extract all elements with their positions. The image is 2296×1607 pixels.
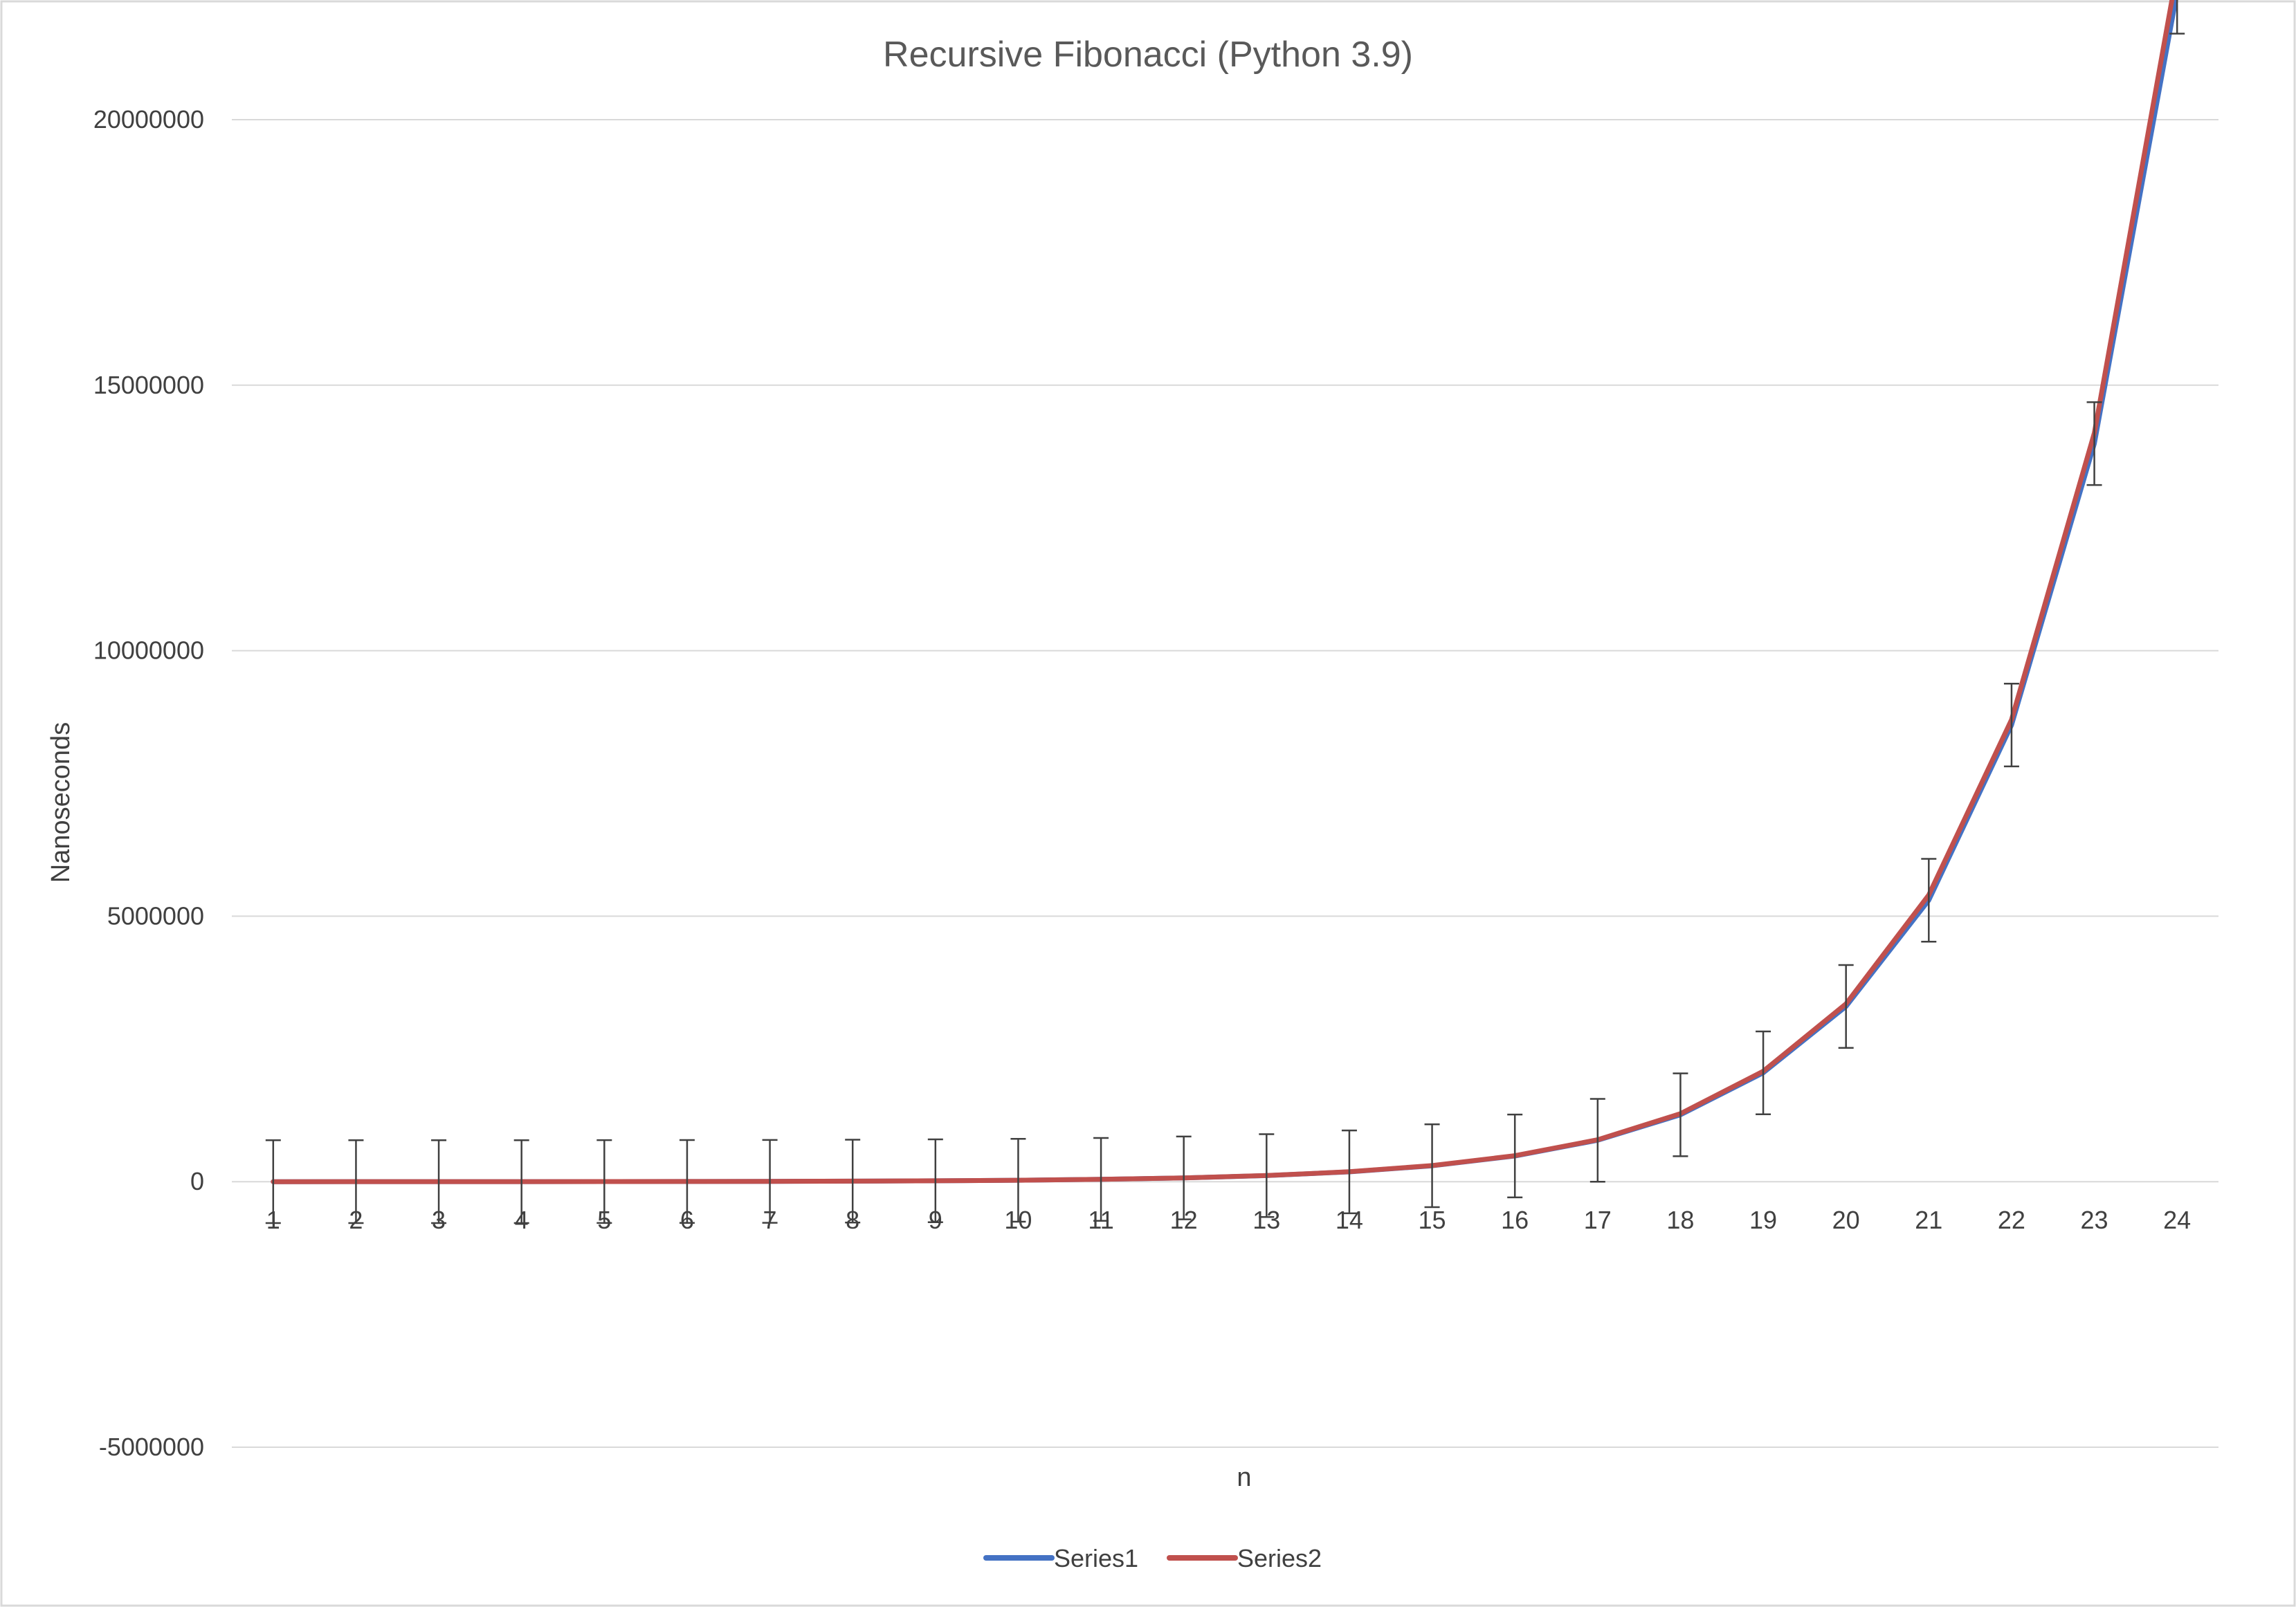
error-bar (1176, 1135, 1192, 1220)
error-bar (845, 1139, 861, 1224)
error-bar (513, 1139, 529, 1224)
error-bar (1756, 1030, 1771, 1115)
x-tick-label: 19 (1749, 1206, 1777, 1234)
y-tick-label: 0 (190, 1167, 204, 1195)
error-bar (927, 1138, 943, 1224)
error-bar (1259, 1133, 1275, 1218)
error-bar (1424, 1123, 1440, 1209)
series-lines (271, 0, 2178, 1184)
error-bar (2169, 0, 2185, 35)
y-axis-label: Nanoseconds (46, 722, 75, 883)
x-tick-label: 15 (1419, 1206, 1446, 1234)
legend-label: Series1 (1054, 1544, 1138, 1572)
x-tick-label: 18 (1666, 1206, 1694, 1234)
legend-label: Series2 (1237, 1544, 1322, 1572)
error-bars (265, 0, 2185, 1224)
x-tick-label: 17 (1584, 1206, 1612, 1234)
error-bar (1838, 964, 1854, 1049)
error-bar (2086, 401, 2102, 486)
error-bar (1093, 1137, 1109, 1222)
error-bar (1673, 1072, 1688, 1157)
x-tick-label: 24 (2163, 1206, 2191, 1234)
error-bar (1507, 1113, 1523, 1199)
error-bar (1589, 1098, 1605, 1183)
x-tick-label: 22 (1998, 1206, 2025, 1234)
series-line-series2 (271, 0, 2175, 1184)
error-bar (348, 1139, 364, 1224)
legend-item-series2: Series2 (1167, 1544, 1322, 1572)
error-bar (431, 1139, 447, 1224)
x-tick-label: 21 (1915, 1206, 1942, 1234)
error-bar (1921, 858, 1937, 943)
y-tick-label: 15000000 (93, 371, 204, 399)
error-bar (1010, 1138, 1026, 1223)
x-tick-label: 16 (1501, 1206, 1529, 1234)
error-bar (679, 1139, 695, 1224)
error-bar (596, 1139, 612, 1224)
error-bar (1341, 1129, 1357, 1215)
error-bar (762, 1139, 778, 1224)
error-bar (2003, 682, 2019, 768)
y-tick-label: 5000000 (107, 901, 204, 930)
y-axis-ticks: 20000000 15000000 10000000 5000000 0 -5000000 (93, 105, 204, 1461)
x-axis-label: n (1237, 1463, 1251, 1492)
y-tick-label: 10000000 (93, 636, 204, 665)
y-tick-label: 20000000 (93, 105, 204, 134)
x-tick-label: 23 (2081, 1206, 2108, 1234)
legend-item-series1: Series1 (983, 1544, 1138, 1572)
y-tick-label: -5000000 (99, 1433, 204, 1461)
x-tick-label: 20 (1832, 1206, 1860, 1234)
legend: Series1 Series2 (983, 1544, 1322, 1572)
chart-title: Recursive Fibonacci (Python 3.9) (883, 35, 1413, 75)
error-bar (265, 1139, 281, 1224)
